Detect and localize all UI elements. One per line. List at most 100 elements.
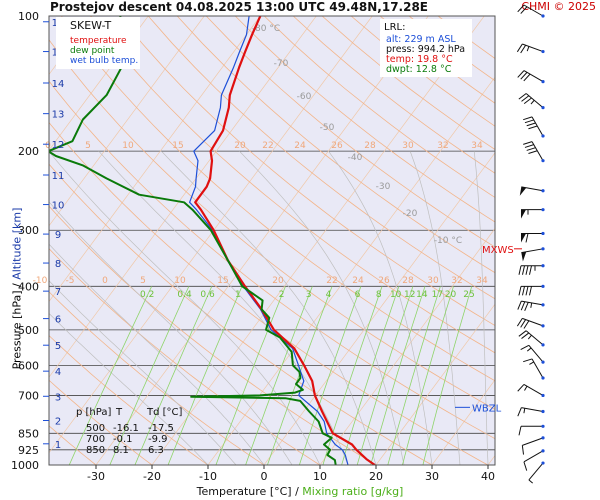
- pressure-tick-label: 600: [18, 359, 39, 372]
- moist-adiabat: [239, 150, 405, 465]
- isotherm-label: 28: [402, 276, 414, 286]
- barb-base-dot: [541, 436, 545, 440]
- barb-flag: [529, 286, 532, 296]
- wind-barb: [516, 317, 545, 329]
- x-tick-label: 20: [369, 470, 383, 483]
- pressure-tick-label: 200: [18, 145, 39, 158]
- barb-base-dot: [541, 303, 545, 307]
- dry-adiabat: [89, 16, 495, 354]
- mixing-ratio-label: 8: [376, 290, 382, 300]
- mixing-ratio-line: [167, 286, 243, 465]
- isotherm-label: 20: [272, 276, 284, 286]
- barb-staff: [523, 70, 544, 83]
- wind-barb: [517, 407, 545, 417]
- table-header: p [hPa]: [76, 407, 111, 418]
- barb-base-dot: [541, 231, 545, 236]
- mixing-ratio-label: 1: [235, 290, 241, 300]
- lrl-line: press: 994.2 hPa: [386, 44, 465, 55]
- barb-base-dot: [541, 247, 545, 251]
- wind-barb: [518, 93, 545, 110]
- dry-adiabat: [49, 121, 489, 465]
- barb-staff: [522, 43, 544, 53]
- barb-flag: [520, 72, 528, 80]
- dry-adiabat: [49, 163, 433, 465]
- isotherm-line: [95, 16, 429, 465]
- barb-flag: [528, 150, 538, 154]
- barb-base-dot: [541, 461, 545, 465]
- isotherm-line: [49, 16, 373, 454]
- isotherm-line: [375, 303, 495, 465]
- barb-base-dot: [541, 393, 545, 398]
- legend-item: temperature: [70, 36, 127, 46]
- wind-barb: [523, 141, 545, 163]
- isotherm-line: [487, 454, 495, 465]
- barb-base-dot: [541, 324, 545, 328]
- table-cell: -16.1: [113, 423, 139, 434]
- barb-flag: [526, 147, 536, 151]
- isotherm-label: 15: [217, 276, 228, 286]
- barb-flag: [520, 319, 527, 328]
- wind-barb: [518, 264, 545, 275]
- barb-pennant: [521, 233, 526, 243]
- mixing-ratio-label: 3: [306, 290, 312, 300]
- barb-staff: [522, 437, 544, 446]
- barb-flag: [523, 358, 533, 363]
- barb-flag: [520, 344, 530, 350]
- barb-flag: [520, 44, 527, 54]
- isotherm-label: 24: [352, 276, 364, 286]
- x-tick-label: 40: [481, 470, 495, 483]
- mixing-ratio-line: [402, 286, 454, 465]
- mixing-ratio-label: 12: [404, 290, 415, 300]
- barb-flag: [521, 332, 530, 339]
- dewpoint-line: [49, 16, 337, 465]
- barb-flag: [523, 73, 531, 82]
- wind-barb: [521, 247, 545, 262]
- plot-frame: [48, 15, 496, 466]
- dry-adiabat: [49, 425, 97, 465]
- dry-adiabat: [49, 335, 209, 465]
- table-cell: -17.5: [148, 423, 174, 434]
- barb-half-flag: [526, 347, 532, 352]
- barb-base-dot: [541, 284, 545, 288]
- barb-staff: [531, 141, 544, 161]
- isotherm-label: 22: [326, 276, 337, 286]
- lrl-line: dwpt: 12.8 °C: [386, 64, 452, 75]
- barb-half-flag: [523, 408, 526, 414]
- legend-box: [56, 17, 140, 69]
- barb-flag: [517, 4, 525, 13]
- altitude-tick-label: 12: [52, 140, 65, 151]
- isotherm-label: 32: [451, 276, 462, 286]
- barb-flag: [528, 125, 538, 130]
- lrl-box: [380, 19, 472, 77]
- x-axis-title-temp: Temperature [°C]: [196, 485, 292, 498]
- mixing-ratio-label: 0.4: [177, 290, 192, 300]
- mixing-ratio-label: 0.6: [200, 290, 215, 300]
- isotherm-line: [431, 379, 495, 465]
- wind-barb: [516, 43, 545, 54]
- barb-base-dot: [541, 159, 545, 163]
- x-axis-title-sep: /: [291, 485, 303, 498]
- barb-half-flag: [526, 46, 530, 52]
- barb-flag: [517, 407, 522, 417]
- x-tick-label: 0: [261, 470, 268, 483]
- dry-adiabat: [205, 16, 495, 248]
- wind-barb: [523, 116, 545, 138]
- altitude-tick-label: 1: [55, 440, 61, 451]
- dry-adiabat-label: -80 °C: [252, 24, 280, 34]
- barb-flag: [518, 330, 527, 337]
- y-axis-title-pressure: Pressure [hPa]: [10, 290, 24, 370]
- barb-flag: [521, 445, 525, 455]
- barb-flag: [517, 300, 522, 310]
- pressure-tick-label: 100: [18, 10, 39, 23]
- isotherm-label: 32: [437, 141, 448, 151]
- thermo-grid: [49, 16, 495, 465]
- barb-flag: [517, 384, 525, 392]
- x-axis-title: Temperature [°C] / Mixing ratio [g/kg]: [0, 485, 600, 498]
- mixing-ratio-line: [134, 286, 213, 465]
- isotherm-label: 24: [294, 141, 306, 151]
- table-cell: 500: [86, 423, 105, 434]
- barb-flag: [524, 302, 529, 312]
- isotherm-label: 22: [262, 141, 273, 151]
- mixing-ratio-line: [370, 286, 426, 465]
